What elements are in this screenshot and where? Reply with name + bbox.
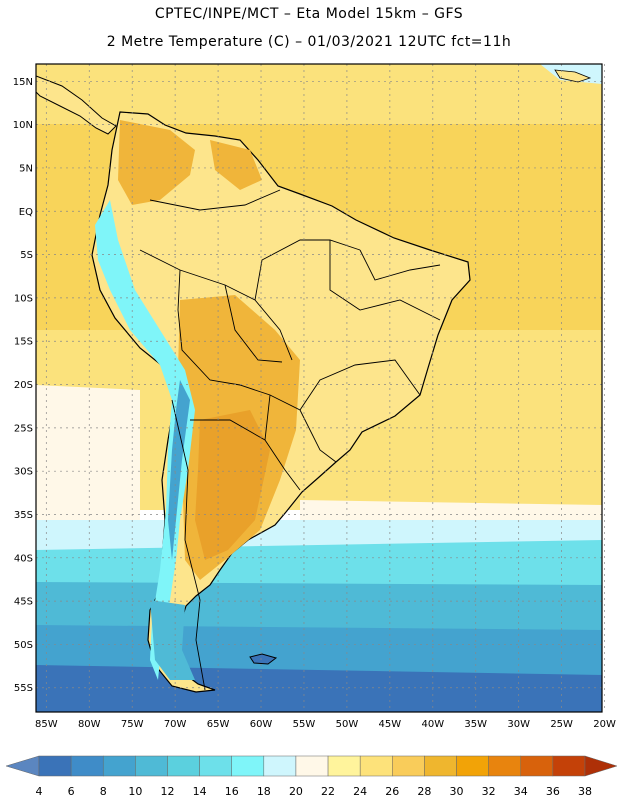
colorbar-level-label: 30 xyxy=(450,785,464,798)
andes-core xyxy=(168,380,190,560)
lat-tick-label: 25S xyxy=(14,423,33,434)
colorbar-swatch xyxy=(488,755,522,777)
country-borders xyxy=(139,189,441,691)
lat-tick-label: 15S xyxy=(14,337,33,348)
colorbar-swatch xyxy=(295,755,329,777)
colorbar-swatch xyxy=(520,755,554,777)
colorbar-level-label: 18 xyxy=(257,785,271,798)
colorbar-swatch xyxy=(70,755,104,777)
lon-tick-label: 25W xyxy=(550,719,573,730)
colorbar-swatch xyxy=(424,755,457,777)
colorbar-arrow-low xyxy=(5,755,40,777)
lon-tick-label: 20W xyxy=(593,719,616,730)
lon-tick-label: 45W xyxy=(379,719,402,730)
lat-tick-label: 20S xyxy=(14,380,33,391)
lat-tick-label: 40S xyxy=(14,553,33,564)
colorbar-swatch xyxy=(135,755,168,777)
lat-tick-label: 50S xyxy=(14,640,33,651)
central-america-land xyxy=(36,75,117,135)
hot-northwest xyxy=(118,120,195,205)
hot-venezuela xyxy=(210,140,262,190)
lat-tick-label: 10S xyxy=(14,293,33,304)
lon-tick-label: 30W xyxy=(507,719,530,730)
patagonia-cold xyxy=(150,600,195,680)
colorbar-swatch xyxy=(38,755,72,777)
colorbar-swatch xyxy=(199,755,232,777)
graticule xyxy=(36,64,605,712)
colorbar-level-label: 20 xyxy=(289,785,303,798)
falkland-islands xyxy=(249,653,278,665)
lon-labels: 85W 80W 75W 70W 65W 60W 55W 50W 45W 40W 35W 30W 25W 2… xyxy=(35,719,616,730)
colorbar-level-label: 10 xyxy=(128,785,142,798)
colorbar-swatch xyxy=(392,755,425,777)
colorbar-swatch xyxy=(263,755,297,777)
lat-tick-label: 30S xyxy=(14,467,33,478)
colorbar-level-label: 4 xyxy=(36,785,43,798)
map-title-line-1: CPTEC/INPE/MCT – Eta Model 15km – GFS xyxy=(154,6,464,22)
lat-tick-label: 5S xyxy=(20,250,33,261)
lat-tick-label: 5N xyxy=(19,163,33,174)
lat-tick-label: 45S xyxy=(14,597,33,608)
andes-cold-strip xyxy=(95,200,195,680)
lon-tick-label: 80W xyxy=(78,719,101,730)
lat-tick-label: 10N xyxy=(13,120,33,131)
lon-tick-label: 35W xyxy=(464,719,487,730)
map-frame xyxy=(35,63,603,713)
colorbar-swatch xyxy=(552,755,586,777)
lon-tick-label: 85W xyxy=(35,719,58,730)
lat-tick-label: 35S xyxy=(14,510,33,521)
colorbar-swatch xyxy=(327,755,361,777)
colorbar-level-label: 38 xyxy=(578,785,592,798)
lon-tick-label: 60W xyxy=(250,719,273,730)
colorbar-level-label: 32 xyxy=(482,785,496,798)
lon-tick-label: 55W xyxy=(293,719,316,730)
colorbar-swatch xyxy=(167,755,200,777)
colorbar-level-label: 24 xyxy=(353,785,367,798)
colorbar-arrow-high xyxy=(584,755,618,777)
band-mid-lat-light xyxy=(36,385,602,560)
lat-tick-label: EQ xyxy=(19,207,33,218)
caribbean-islands xyxy=(554,69,592,83)
lat-labels: 15N 10N 5N EQ 5S 10S 15S 20S 25S 30S 35S 40S 45S 50S 5… xyxy=(13,77,33,694)
lon-tick-label: 50W xyxy=(336,719,359,730)
colorbar-level-label: 36 xyxy=(546,785,560,798)
map-title-line-2: 2 Metre Temperature (C) – 01/03/2021 12U… xyxy=(106,34,512,50)
lon-tick-label: 65W xyxy=(207,719,230,730)
lon-tick-label: 40W xyxy=(421,719,444,730)
colorbar-swatch xyxy=(456,755,489,777)
colorbar-level-label: 26 xyxy=(385,785,399,798)
colorbar-swatch xyxy=(359,755,393,777)
colorbar-level-label: 28 xyxy=(417,785,431,798)
map-field xyxy=(36,64,602,712)
colorbar-level-label: 8 xyxy=(100,785,107,798)
lat-tick-label: 15N xyxy=(13,77,33,88)
colorbar-level-label: 14 xyxy=(193,785,207,798)
colorbar: 4 6 8 10 12 14 16 18 20 22 24 26 28 30 32 34 36 38 xyxy=(5,755,618,798)
colorbar-level-label: 16 xyxy=(225,785,239,798)
colorbar-swatch xyxy=(231,755,265,777)
colorbar-level-label: 6 xyxy=(68,785,75,798)
very-hot-pampas xyxy=(195,410,270,560)
lon-tick-label: 70W xyxy=(164,719,187,730)
colorbar-level-label: 12 xyxy=(160,785,174,798)
colorbar-level-label: 34 xyxy=(514,785,528,798)
lon-tick-label: 75W xyxy=(121,719,144,730)
colorbar-swatch xyxy=(102,755,136,777)
lat-tick-label: 55S xyxy=(14,683,33,694)
colorbar-level-label: 22 xyxy=(321,785,335,798)
